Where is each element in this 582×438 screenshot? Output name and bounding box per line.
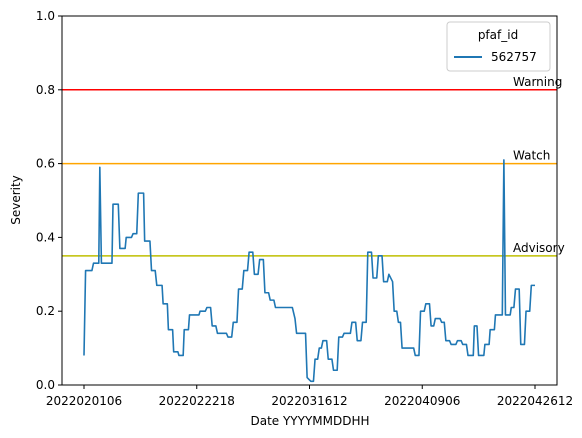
y-tick-label: 0.0 [36,378,55,392]
y-axis-label: Severity [9,175,23,225]
y-tick-label: 0.8 [36,83,55,97]
y-tick-label: 0.4 [36,230,55,244]
x-axis-label: Date YYYYMMDDHH [250,414,369,428]
advisory-threshold-label: Advisory [513,241,565,255]
legend-title: pfaf_id [478,28,518,42]
warning-threshold-label: Warning [513,75,562,89]
legend-entry: 562757 [491,50,537,64]
y-tick-label: 1.0 [36,9,55,23]
watch-threshold-label: Watch [513,149,550,163]
x-tick-label: 2022022218 [159,394,235,408]
x-tick-label: 2022020106 [46,394,122,408]
x-tick-label: 2022031612 [271,394,347,408]
y-tick-label: 0.6 [36,157,55,171]
y-tick-label: 0.2 [36,304,55,318]
x-tick-label: 2022042612 [497,394,573,408]
x-tick-label: 2022040906 [384,394,460,408]
legend: pfaf_id 562757 [447,22,550,71]
